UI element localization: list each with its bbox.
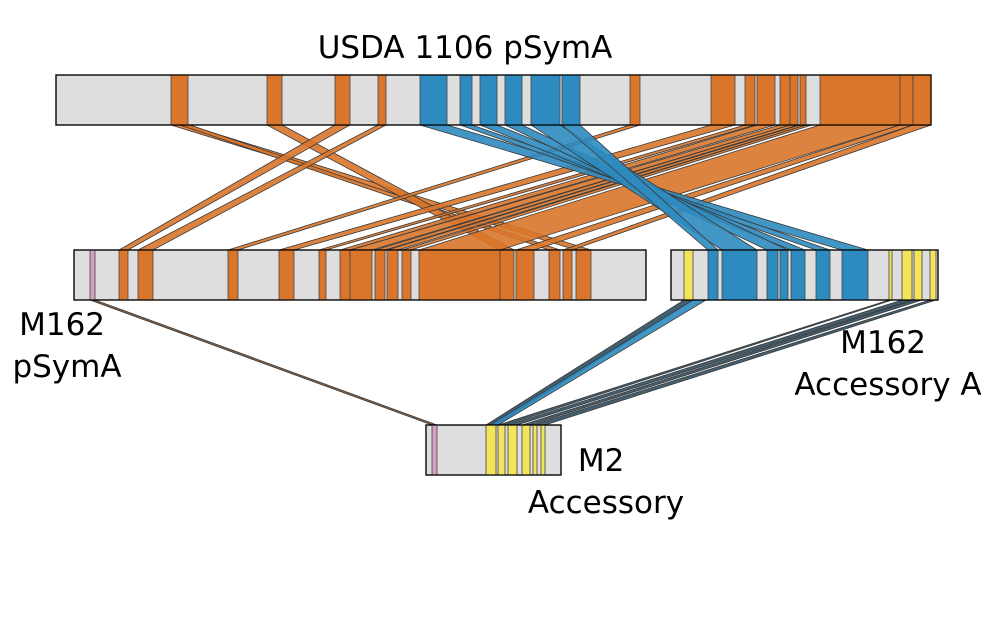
m162-pSymA-label-line1: M162 <box>19 307 105 343</box>
m2-outline <box>425 424 562 476</box>
homology-block-m162p-35 <box>562 249 573 301</box>
m162-pSymA-label-line2: pSymA <box>12 349 121 385</box>
homology-block-m162a-43 <box>815 249 831 301</box>
homology-block-m162p-26 <box>339 249 351 301</box>
replicon-outlines <box>55 74 939 476</box>
homology-block-m162a-40 <box>766 249 779 301</box>
homology-block-m162a-37 <box>683 249 694 301</box>
homology-block-m162p-20 <box>89 249 96 301</box>
usda-pSymA-label: USDA 1106 pSymA <box>318 30 613 66</box>
homology-block-m162p-28 <box>374 249 386 301</box>
usda-outline <box>55 74 932 126</box>
homology-block-m162a-41 <box>779 249 789 301</box>
m162p-outline <box>73 249 647 301</box>
homology-block-usda-2 <box>334 74 351 126</box>
homology-block-m2-53 <box>521 424 531 476</box>
homology-block-m162p-32 <box>499 249 515 301</box>
homology-block-m162p-25 <box>318 249 327 301</box>
m162-pSymA-label: M162 pSymA <box>12 307 121 385</box>
m162-accessory-a-label-line1: M162 <box>840 325 926 361</box>
homology-block-m2-50 <box>485 424 497 476</box>
homology-block-m2-52 <box>507 424 518 476</box>
homology-blocks <box>89 74 937 476</box>
homology-block-usda-16 <box>799 74 807 126</box>
homology-block-m2-51 <box>497 424 506 476</box>
homology-block-usda-3 <box>377 74 387 126</box>
homology-block-m162p-22 <box>137 249 154 301</box>
synteny-links <box>89 124 937 426</box>
synteny-link-m162p-m2-22 <box>89 299 438 426</box>
homology-block-m162p-30 <box>401 249 412 301</box>
m2-accessory-label-line1: M2 <box>578 443 624 479</box>
homology-block-m162p-24 <box>278 249 295 301</box>
homology-block-m162p-31 <box>418 249 501 301</box>
homology-block-m162a-45 <box>888 249 893 301</box>
homology-block-usda-15 <box>789 74 799 126</box>
m2-accessory-label: M2 Accessory <box>528 443 684 521</box>
homology-block-usda-8 <box>530 74 561 126</box>
homology-block-usda-18 <box>899 74 914 126</box>
homology-block-usda-6 <box>479 74 498 126</box>
homology-block-m162p-21 <box>118 249 129 301</box>
homology-block-usda-13 <box>756 74 776 126</box>
homology-block-usda-19 <box>912 74 932 126</box>
homology-block-m162a-38 <box>707 249 719 301</box>
homology-block-m2-55 <box>540 424 546 476</box>
homology-block-m162p-36 <box>575 249 592 301</box>
homology-block-m162p-23 <box>227 249 239 301</box>
m162-accessory-a-label: M162 Accessory A <box>794 325 981 403</box>
m162a-outline <box>670 249 939 301</box>
homology-block-usda-10 <box>629 74 641 126</box>
homology-block-m162p-29 <box>386 249 399 301</box>
m2-accessory-label-line2: Accessory <box>528 485 684 521</box>
synteny-link-m162a-m2-25 <box>497 299 893 426</box>
homology-block-usda-12 <box>744 74 756 126</box>
homology-block-m162a-47 <box>913 249 923 301</box>
homology-block-m162a-44 <box>841 249 869 301</box>
homology-block-m2-54 <box>532 424 538 476</box>
m162-accessory-a-label-line2: Accessory A <box>794 367 981 403</box>
homology-block-usda-0 <box>170 74 189 126</box>
synteny-link-m162a-m2-26 <box>507 299 913 426</box>
homology-block-usda-4 <box>419 74 448 126</box>
synteny-link-m162a-m2-27 <box>521 299 923 426</box>
homology-block-usda-9 <box>561 74 581 126</box>
homology-block-usda-17 <box>819 74 901 126</box>
homology-block-usda-5 <box>459 74 473 126</box>
homology-block-m162a-42 <box>790 249 806 301</box>
homology-block-m162a-48 <box>929 249 937 301</box>
homology-block-m2-49 <box>431 424 438 476</box>
homology-block-m162p-27 <box>349 249 373 301</box>
homology-block-usda-11 <box>710 74 736 126</box>
homology-block-m162a-46 <box>901 249 913 301</box>
homology-block-m162p-34 <box>548 249 561 301</box>
homology-block-m162a-39 <box>721 249 758 301</box>
homology-block-usda-14 <box>779 74 791 126</box>
homology-block-usda-7 <box>504 74 523 126</box>
homology-block-m162p-33 <box>515 249 535 301</box>
homology-block-usda-1 <box>266 74 283 126</box>
